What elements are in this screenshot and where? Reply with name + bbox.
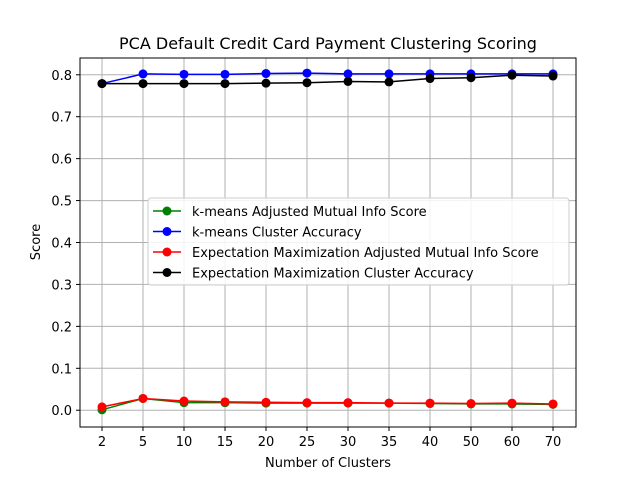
legend-box: [147, 197, 570, 286]
x-tick-label: 35: [381, 435, 398, 450]
data-point: [425, 74, 435, 84]
data-point: [220, 79, 230, 89]
data-point: [343, 398, 353, 408]
y-tick-label: 0.4: [51, 237, 72, 252]
data-point: [425, 398, 435, 408]
data-point: [384, 398, 394, 408]
data-point: [138, 393, 148, 403]
x-tick-label: 60: [504, 435, 521, 450]
series-4: [97, 70, 558, 89]
data-point: [179, 79, 189, 89]
data-point: [220, 69, 230, 79]
data-point: [507, 70, 517, 80]
data-point: [179, 396, 189, 406]
data-point: [138, 69, 148, 79]
x-tick-label: 15: [217, 435, 234, 450]
x-tick-label: 20: [258, 435, 275, 450]
x-tick-label: 70: [545, 435, 562, 450]
data-point: [384, 69, 394, 79]
y-tick-label: 0.7: [51, 111, 72, 126]
data-point: [548, 399, 558, 409]
legend-label: Expectation Maximization Adjusted Mutual…: [192, 246, 539, 261]
data-point: [507, 398, 517, 408]
x-tick-label: 25: [299, 435, 316, 450]
data-point: [384, 77, 394, 87]
x-tick-label: 5: [139, 435, 147, 450]
data-point: [302, 398, 312, 408]
legend-label: k-means Cluster Accuracy: [192, 226, 362, 241]
legend-marker: [162, 247, 172, 257]
series-3: [97, 393, 558, 412]
legend-item: k-means Cluster Accuracy: [153, 226, 362, 241]
series-line: [101, 397, 554, 408]
data-point: [261, 78, 271, 88]
chart-title: PCA Default Credit Card Payment Clusteri…: [119, 34, 537, 53]
data-point: [261, 69, 271, 79]
legend-marker: [162, 206, 172, 216]
legend-marker: [162, 227, 172, 236]
y-tick-label: 0.5: [51, 195, 72, 210]
y-tick-label: 0.3: [51, 278, 72, 293]
x-tick-label: 2: [98, 435, 106, 450]
data-point: [302, 78, 312, 88]
data-point: [343, 76, 353, 86]
data-point: [261, 397, 271, 407]
legend-item: Expectation Maximization Cluster Accurac…: [153, 267, 474, 282]
data-point: [179, 69, 189, 79]
data-point: [138, 79, 148, 89]
x-axis-label: Number of Clusters: [265, 456, 391, 471]
series-2: [97, 68, 558, 89]
data-point: [548, 71, 558, 81]
data-point: [97, 402, 107, 412]
series-group: [97, 68, 558, 415]
x-tick-label: 50: [463, 435, 480, 450]
y-tick-label: 0.2: [51, 320, 72, 335]
legend-item: k-means Adjusted Mutual Info Score: [153, 205, 427, 220]
x-tick-label: 10: [176, 435, 193, 450]
data-point: [466, 399, 476, 409]
x-tick-label: 40: [422, 435, 439, 450]
y-tick-label: 0.0: [51, 404, 72, 419]
y-tick-label: 0.1: [51, 362, 72, 377]
series-line: [101, 72, 553, 85]
data-point: [343, 69, 353, 79]
legend-label: k-means Adjusted Mutual Info Score: [192, 205, 427, 220]
legend: k-means Adjusted Mutual Info Score k-mean…: [147, 197, 570, 286]
legend-marker: [162, 268, 172, 277]
legend-label: Expectation Maximization Cluster Accurac…: [192, 267, 474, 282]
data-point: [466, 73, 476, 83]
y-tick-label: 0.6: [51, 153, 72, 168]
data-point: [97, 79, 107, 89]
axis-ticks: 2 5 10 15 20 25 30 35 40 50 60 700.00.10.20.30.40.5…: [51, 69, 561, 450]
series-line: [102, 74, 554, 85]
y-tick-label: 0.8: [51, 69, 72, 84]
data-point: [302, 68, 312, 78]
x-tick-label: 30: [340, 435, 357, 450]
y-axis-label: Score: [29, 224, 44, 260]
series-1: [97, 393, 558, 415]
data-point: [220, 397, 230, 407]
legend-item: Expectation Maximization Adjusted Mutual…: [153, 246, 539, 261]
